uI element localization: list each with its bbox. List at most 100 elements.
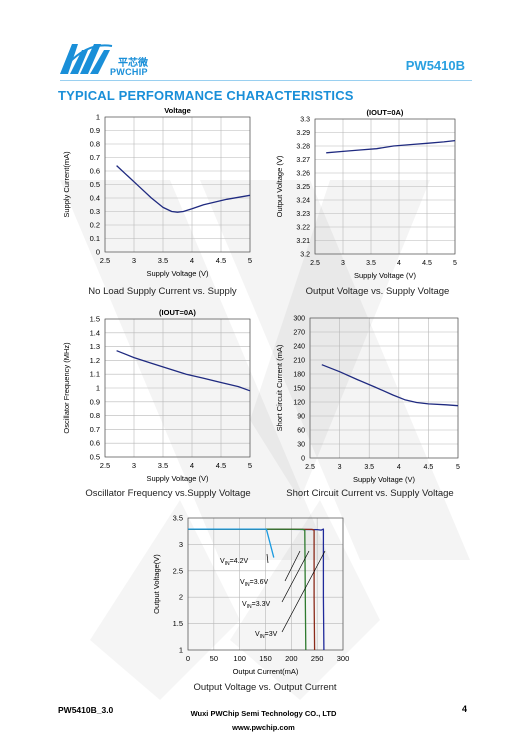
oscillator-frequency-chart: 2.5 3 3.5 4 4.5 5 0.5 0.6 0.7 0.8 0.9 1 1.1 1.2 1.3 1.4…	[62, 308, 252, 483]
y-axis-label: Output Voltage (V)	[275, 155, 284, 217]
y-tick-label: 0	[96, 248, 100, 257]
logo-chinese-name: 平芯微	[118, 58, 148, 69]
x-tick-label: 3.5	[364, 464, 374, 471]
y-tick-label: 1.5	[173, 619, 183, 628]
vin-annotation-prefix: V	[255, 631, 260, 638]
x-tick-label: 2.5	[100, 461, 110, 470]
vin-annotation-value: =3V	[265, 631, 278, 638]
y-tick-label: 0.3	[90, 207, 100, 216]
x-tick-label: 5	[248, 256, 252, 265]
plot-frame	[309, 317, 459, 459]
y-tick-label: 3.26	[296, 171, 310, 178]
x-axis-label: Supply Voltage (V)	[146, 269, 209, 278]
y-tick-label: 1.5	[90, 315, 100, 324]
header-divider	[60, 80, 472, 81]
y-tick-label: 2	[179, 593, 183, 602]
vin-annotation-label: VIN=3.6V	[240, 579, 268, 588]
x-tick-label: 150	[259, 654, 272, 663]
y-axis-label: Short Circuit Current (mA)	[275, 344, 284, 431]
y-tick-label: 1	[96, 384, 100, 393]
y-tick-label: 3.3	[300, 117, 310, 124]
plot-frame	[104, 318, 251, 458]
x-tick-label: 4.5	[216, 256, 226, 265]
x-tick-label: 5	[453, 260, 457, 267]
x-tick-label: 0	[186, 654, 190, 663]
x-tick-label: 2.5	[310, 260, 320, 267]
plot-frame	[187, 517, 344, 651]
pwchip-logo-icon	[60, 44, 113, 74]
y-tick-label: 0	[301, 456, 305, 463]
vin-annotation-prefix: V	[240, 579, 245, 586]
y-tick-label: 210	[293, 358, 305, 365]
vin-annotation-arrow	[266, 553, 269, 564]
output-voltage-chart: 2.5 3 3.5 4 4.5 5 3.2 3.21 3.22 3.23 3.24 3.25 3.26 3…	[275, 108, 457, 280]
x-tick-label: 5	[456, 464, 460, 471]
output-voltage-vs-current-chart: 0 50 100 150 200 250 300 1 1.5 2 2.5 3 3.5 Output Cur…	[152, 514, 350, 677]
chart-title: (IOUT=0A)	[367, 108, 404, 117]
y-tick-label: 3.2	[300, 252, 310, 259]
x-tick-label: 2.5	[100, 256, 110, 265]
x-tick-label: 4	[190, 256, 194, 265]
x-tick-label: 5	[248, 461, 252, 470]
y-tick-label: 3.21	[296, 238, 310, 245]
y-tick-label: 1.1	[90, 370, 100, 379]
caption-output-vs-current: Output Voltage vs. Output Current	[193, 682, 337, 693]
x-tick-label: 4.5	[424, 464, 434, 471]
y-tick-label: 0.5	[90, 180, 100, 189]
x-tick-label: 3.5	[158, 461, 168, 470]
x-tick-label: 4.5	[216, 461, 226, 470]
y-tick-label: 1	[96, 113, 100, 122]
y-tick-label: 60	[297, 428, 305, 435]
y-tick-label: 240	[293, 344, 305, 351]
y-tick-label: 1	[179, 646, 183, 655]
vin-annotation-subscript: IN	[247, 604, 252, 610]
y-tick-label: 0.8	[90, 140, 100, 149]
y-tick-label: 120	[293, 400, 305, 407]
y-tick-label: 3.28	[296, 144, 310, 151]
vin-annotation-subscript: IN	[245, 582, 250, 588]
y-tick-label: 1.2	[90, 356, 100, 365]
y-tick-label: 3.24	[296, 198, 310, 205]
vin-annotation-prefix: V	[220, 558, 225, 565]
x-tick-label: 4	[397, 260, 401, 267]
y-tick-label: 3	[179, 540, 183, 549]
x-tick-label: 300	[337, 654, 350, 663]
y-tick-label: 0.6	[90, 167, 100, 176]
series-line-0	[116, 165, 251, 213]
series-line-2	[188, 528, 307, 651]
y-axis-label: Output Voltage(V)	[152, 554, 161, 614]
y-tick-label: 0.9	[90, 397, 100, 406]
x-tick-label: 4	[190, 461, 194, 470]
x-tick-label: 3	[132, 256, 136, 265]
x-axis-label: Supply Voltage (V)	[354, 271, 417, 280]
y-tick-label: 0.2	[90, 221, 100, 230]
y-tick-label: 270	[293, 330, 305, 337]
x-tick-label: 2.5	[305, 464, 315, 471]
vin-annotation-label: VIN=3.3V	[242, 601, 270, 610]
vin-annotation-value: =3.6V	[250, 579, 269, 586]
vin-annotation-value: =4.2V	[230, 558, 249, 565]
x-tick-label: 4.5	[422, 260, 432, 267]
y-tick-label: 0.9	[90, 126, 100, 135]
y-tick-label: 0.4	[90, 194, 100, 203]
footer-doc-id: PW5410B_3.0	[58, 705, 114, 715]
series-line-0	[116, 350, 251, 392]
caption-short-circuit-current: Short Circuit Current vs. Supply Voltage	[286, 488, 454, 499]
x-tick-label: 3	[338, 464, 342, 471]
y-tick-label: 3.25	[296, 184, 310, 191]
plot-frame	[104, 116, 251, 253]
supply-current-chart: 2.5 3 3.5 4 4.5 5 0 0.1 0.2 0.3 0.4 0.5 0.6 0.7 0.8 0.9…	[62, 106, 252, 278]
vin-annotation-arrow	[284, 550, 301, 582]
vin-annotation-prefix: V	[242, 601, 247, 608]
series-line-1	[188, 528, 316, 651]
x-tick-label: 4	[397, 464, 401, 471]
x-tick-label: 3	[132, 461, 136, 470]
chart-title: Voltage	[164, 106, 191, 115]
y-tick-label: 30	[297, 442, 305, 449]
y-tick-label: 0.1	[90, 234, 100, 243]
x-tick-label: 3.5	[158, 256, 168, 265]
y-tick-label: 1.4	[90, 328, 100, 337]
y-tick-label: 3.5	[173, 514, 183, 523]
short-circuit-current-chart: 2.5 3 3.5 4 4.5 5 0 30 60 90 120 150 180 210 240 270 300…	[275, 316, 460, 485]
y-axis-label: Supply Current(mA)	[62, 151, 71, 218]
